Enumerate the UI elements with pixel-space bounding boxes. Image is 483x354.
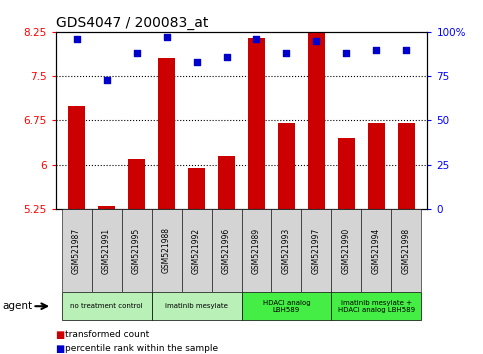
Text: imatinib mesylate: imatinib mesylate [165,303,228,309]
Bar [218,156,235,209]
Bar [92,209,122,292]
Point [223,54,230,59]
Bar [158,58,175,209]
Text: GSM521993: GSM521993 [282,227,291,274]
Text: GSM521997: GSM521997 [312,227,321,274]
Point [342,50,350,56]
Bar [98,206,115,209]
Point [163,34,170,40]
Bar [308,11,325,209]
Text: HDACi analog
LBH589: HDACi analog LBH589 [263,300,310,313]
Bar [278,123,295,209]
Bar [331,209,361,292]
Bar [242,209,271,292]
Point [72,36,80,42]
Text: GSM521988: GSM521988 [162,228,171,273]
Bar [301,209,331,292]
Bar [361,209,391,292]
Bar [182,209,212,292]
Text: GSM521994: GSM521994 [372,227,381,274]
Text: agent: agent [2,301,32,311]
Bar [122,209,152,292]
Point [403,47,411,52]
Text: no treatment control: no treatment control [70,303,143,309]
Text: percentile rank within the sample: percentile rank within the sample [65,344,218,353]
Point [193,59,200,65]
Text: ■: ■ [56,344,65,354]
Bar [152,292,242,320]
Text: GSM521998: GSM521998 [402,227,411,274]
Text: GSM521992: GSM521992 [192,227,201,274]
Bar [271,209,301,292]
Point [372,47,380,52]
Bar [398,123,415,209]
Bar [368,123,385,209]
Text: transformed count: transformed count [65,330,149,339]
Point [133,50,141,56]
Text: GDS4047 / 200083_at: GDS4047 / 200083_at [56,16,208,30]
Text: GSM521995: GSM521995 [132,227,141,274]
Bar [61,292,152,320]
Bar [248,38,265,209]
Text: imatinib mesylate +
HDACi analog LBH589: imatinib mesylate + HDACi analog LBH589 [338,300,415,313]
Text: GSM521991: GSM521991 [102,227,111,274]
Bar [152,209,182,292]
Bar [188,167,205,209]
Bar [212,209,242,292]
Bar [128,159,145,209]
Bar [331,292,422,320]
Text: ■: ■ [56,330,65,339]
Point [283,50,290,56]
Bar [61,209,92,292]
Text: GSM521996: GSM521996 [222,227,231,274]
Bar [242,292,331,320]
Bar [338,138,355,209]
Text: GSM521987: GSM521987 [72,227,81,274]
Point [313,38,320,44]
Bar [68,105,85,209]
Text: GSM521990: GSM521990 [342,227,351,274]
Point [253,36,260,42]
Bar [391,209,422,292]
Point [103,77,111,82]
Text: GSM521989: GSM521989 [252,227,261,274]
